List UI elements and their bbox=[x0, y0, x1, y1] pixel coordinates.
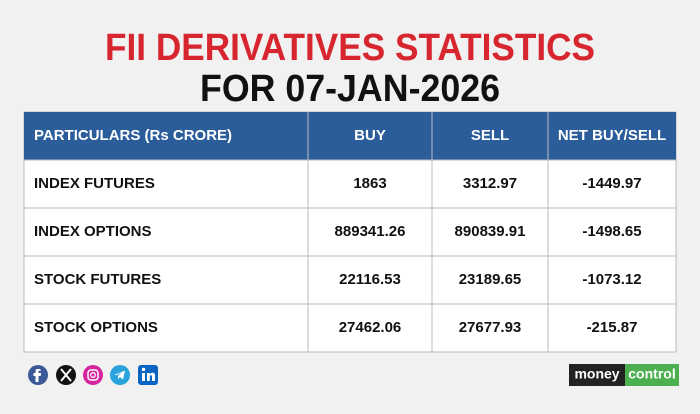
row-label: INDEX OPTIONS bbox=[34, 223, 152, 240]
table-cell: -215.87 bbox=[587, 319, 638, 336]
logo[interactable]: money control bbox=[569, 364, 679, 386]
column-header: BUY bbox=[354, 127, 386, 144]
facebook-glyph bbox=[33, 369, 42, 382]
column-header: NET BUY/SELL bbox=[558, 127, 666, 144]
table-cell: 22116.53 bbox=[339, 271, 401, 288]
table-cell: 27677.93 bbox=[459, 319, 522, 336]
row-label: STOCK FUTURES bbox=[34, 271, 161, 288]
table-cell: -1073.12 bbox=[582, 271, 641, 288]
x-glyph bbox=[60, 368, 72, 382]
table-cell: 27462.06 bbox=[339, 319, 402, 336]
row-label: INDEX FUTURES bbox=[34, 175, 155, 192]
table-header bbox=[24, 112, 676, 160]
subtitle: FOR 07-JAN-2026 bbox=[200, 68, 500, 110]
column-header: SELL bbox=[471, 127, 509, 144]
logo-left-bg bbox=[569, 364, 625, 386]
social-icons bbox=[28, 365, 158, 385]
linkedin-glyph bbox=[141, 367, 146, 372]
row-label: STOCK OPTIONS bbox=[34, 319, 158, 336]
title: FII DERIVATIVES STATISTICS bbox=[105, 27, 595, 69]
instagram-glyph bbox=[90, 372, 96, 378]
linkedin-glyph bbox=[146, 372, 155, 382]
table-cell: 3312.97 bbox=[463, 175, 517, 192]
table-cell: 23189.65 bbox=[459, 271, 522, 288]
instagram-glyph bbox=[87, 369, 99, 381]
instagram-icon[interactable] bbox=[83, 365, 103, 385]
linkedin-glyph bbox=[142, 373, 145, 381]
table-cell: 890839.91 bbox=[455, 223, 526, 240]
telegram-glyph bbox=[114, 370, 125, 380]
table-cell: -1449.97 bbox=[582, 175, 641, 192]
table-cell: 889341.26 bbox=[335, 223, 406, 240]
logo-text: control bbox=[628, 366, 675, 382]
table-cell: 1863 bbox=[353, 175, 386, 192]
logo-text: money bbox=[574, 366, 619, 382]
logo-right-bg bbox=[625, 364, 679, 386]
table-cell: -1498.65 bbox=[582, 223, 641, 240]
column-header: PARTICULARS (Rs CRORE) bbox=[34, 127, 232, 144]
